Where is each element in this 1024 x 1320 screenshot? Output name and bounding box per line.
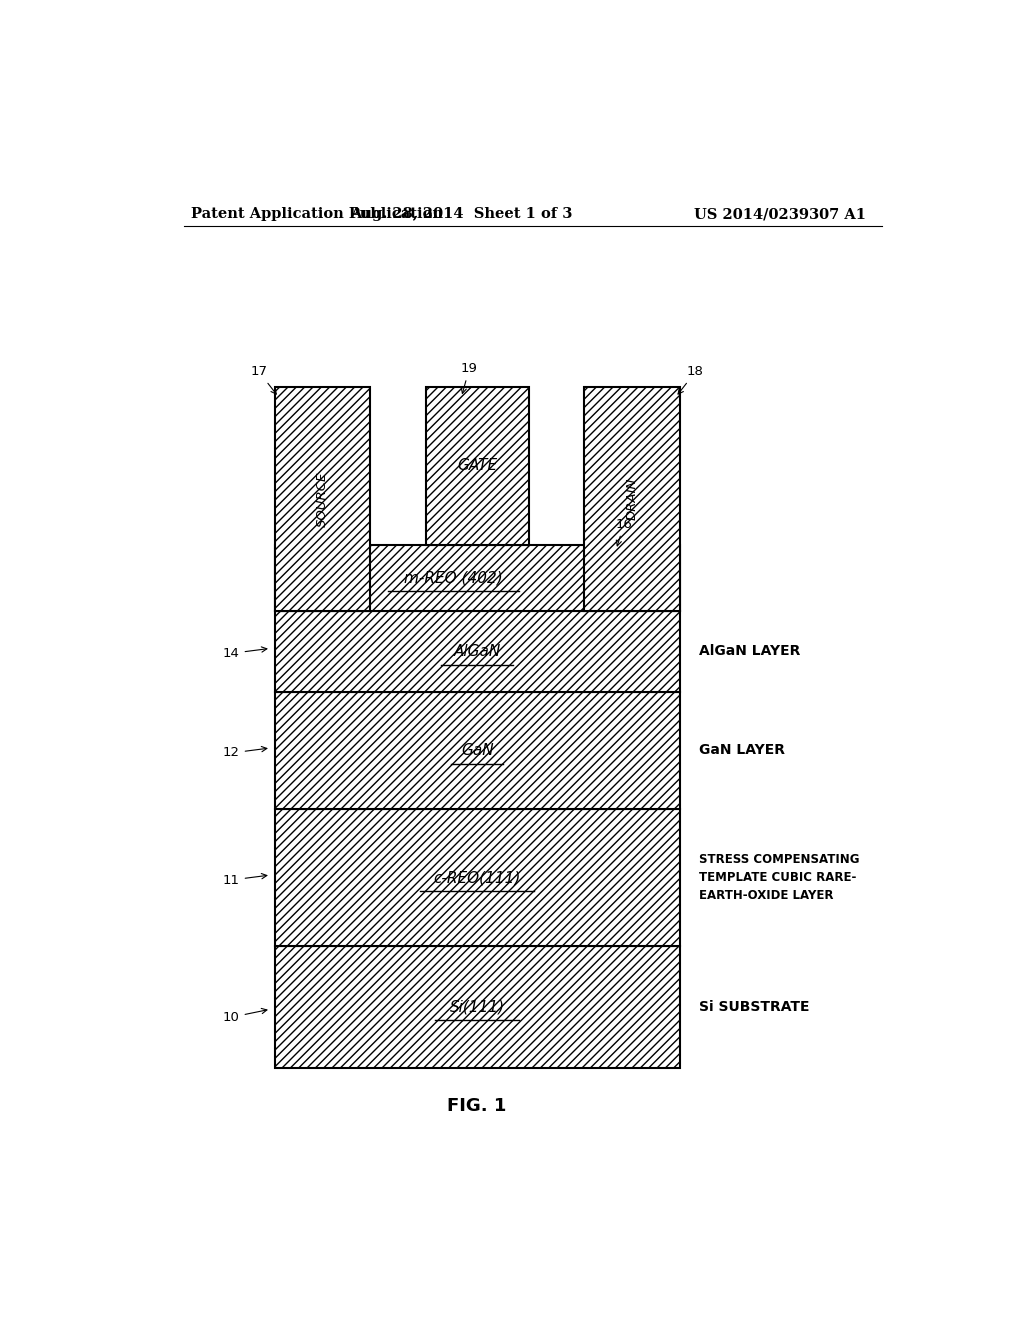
Text: 10: 10 [223, 1008, 267, 1024]
Text: Patent Application Publication: Patent Application Publication [191, 207, 443, 222]
Bar [585, 387, 680, 611]
Text: 19: 19 [461, 362, 477, 393]
Text: AlGaN LAYER: AlGaN LAYER [699, 644, 801, 659]
Text: GaN: GaN [461, 743, 494, 758]
Text: 18: 18 [678, 366, 703, 395]
Text: Si SUBSTRATE: Si SUBSTRATE [699, 1001, 810, 1014]
Text: US 2014/0239307 A1: US 2014/0239307 A1 [694, 207, 866, 222]
Bar [274, 809, 680, 946]
Text: GATE: GATE [457, 458, 498, 474]
Text: Si(111): Si(111) [450, 999, 505, 1015]
Bar [426, 387, 528, 545]
Text: AlGaN: AlGaN [454, 644, 501, 659]
Text: STRESS COMPENSATING
TEMPLATE CUBIC RARE-
EARTH-OXIDE LAYER: STRESS COMPENSATING TEMPLATE CUBIC RARE-… [699, 853, 860, 902]
Text: Aug. 28, 2014  Sheet 1 of 3: Aug. 28, 2014 Sheet 1 of 3 [350, 207, 572, 222]
Bar [274, 545, 680, 611]
Text: SOURCE: SOURCE [316, 471, 329, 527]
Text: FIG. 1: FIG. 1 [447, 1097, 507, 1114]
Text: GaN LAYER: GaN LAYER [699, 743, 785, 758]
Text: m-REO (402): m-REO (402) [404, 570, 503, 585]
Bar [274, 946, 680, 1068]
Text: DRAIN: DRAIN [626, 478, 638, 520]
Text: 17: 17 [251, 366, 276, 395]
Text: 11: 11 [222, 874, 267, 887]
Bar [274, 692, 680, 809]
Text: 14: 14 [223, 647, 267, 660]
Text: c-REO(111): c-REO(111) [433, 870, 521, 884]
Text: 12: 12 [222, 747, 267, 759]
Bar [274, 387, 370, 611]
Bar [274, 611, 680, 692]
Text: 16: 16 [615, 517, 633, 546]
